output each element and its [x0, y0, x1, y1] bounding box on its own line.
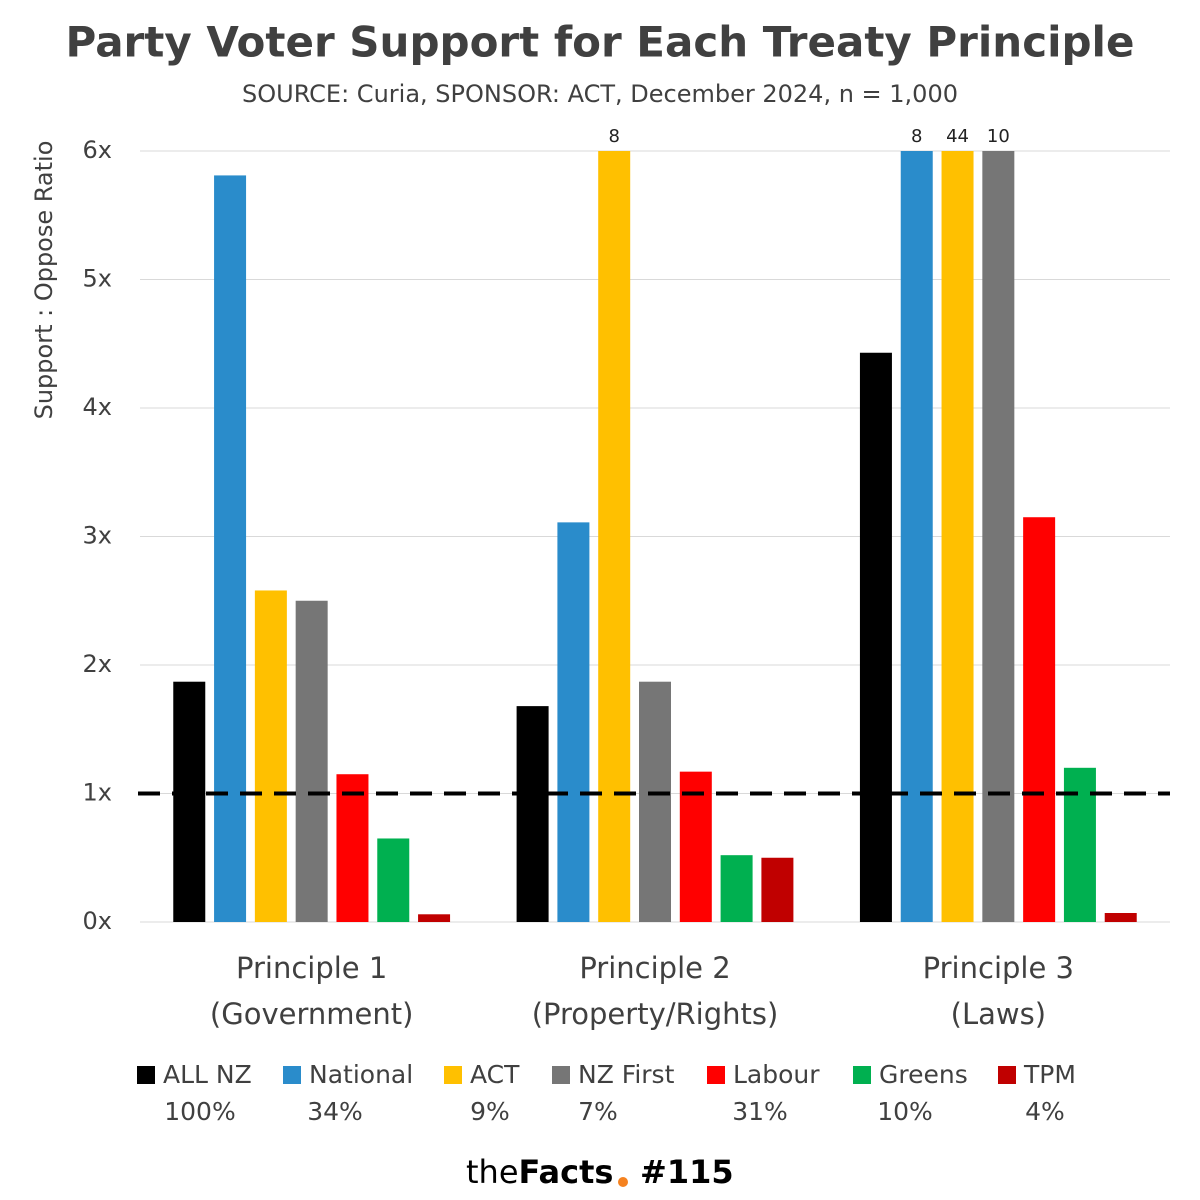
legend-label: TPM [1023, 1060, 1076, 1089]
x-tick-label: (Government) [210, 997, 413, 1031]
brand-dot [618, 1177, 628, 1187]
x-tick-label: Principle 1 [236, 951, 387, 985]
data-label: 8 [608, 126, 619, 147]
legend-label: NZ First [578, 1060, 675, 1089]
y-tick-label: 5x [83, 265, 112, 293]
y-tick-label: 2x [83, 650, 112, 678]
legend-label: Labour [733, 1060, 820, 1089]
bar [336, 774, 369, 922]
y-tick-label: 4x [83, 393, 112, 421]
bar [859, 352, 892, 922]
x-tick-label: (Laws) [951, 997, 1046, 1031]
x-tick-label: Principle 2 [579, 951, 730, 985]
x-tick-label: Principle 3 [923, 951, 1074, 985]
y-tick-label: 3x [83, 522, 112, 550]
y-axis-label: Support : Oppose Ratio [30, 141, 58, 420]
bar [639, 681, 671, 922]
bar [418, 914, 451, 922]
bar [761, 857, 794, 922]
bar [295, 600, 328, 922]
legend-share: 7% [578, 1097, 618, 1126]
brand-prefix: the [466, 1153, 519, 1191]
legend-share: 100% [164, 1097, 235, 1126]
legend-share: 9% [470, 1097, 510, 1126]
bar [1023, 517, 1056, 922]
legend-label: ACT [470, 1060, 520, 1089]
overlay: Principle 1 (Government) Principle 2 (Prope… [137, 126, 1170, 1126]
chart-subtitle: SOURCE: Curia, SPONSOR: ACT, December 20… [242, 80, 958, 108]
y-tick-label: 1x [83, 779, 112, 807]
data-label: 44 [946, 126, 969, 147]
x-tick-label: (Property/Rights) [532, 997, 779, 1031]
legend-swatch [444, 1066, 462, 1084]
bar [377, 838, 410, 922]
bar [516, 706, 549, 922]
legend-share: 4% [1025, 1097, 1065, 1126]
legend-label: Greens [879, 1060, 968, 1089]
bar [214, 175, 247, 923]
legend-swatch [283, 1066, 301, 1084]
footer-number: #115 [640, 1153, 734, 1191]
legend-swatch [707, 1066, 725, 1084]
chart-title: Party Voter Support for Each Treaty Prin… [66, 18, 1135, 67]
legend-share: 34% [307, 1097, 363, 1126]
legend-swatch [998, 1066, 1016, 1084]
legend-share: 10% [877, 1097, 933, 1126]
y-tick-label: 0x [83, 907, 112, 935]
legend-swatch [552, 1066, 570, 1084]
bar [1063, 767, 1096, 922]
bar [720, 855, 753, 922]
legend-swatch [137, 1066, 155, 1084]
data-label: 8 [911, 126, 922, 147]
bar [679, 771, 712, 922]
bar [557, 522, 590, 922]
bars [173, 151, 1137, 923]
legend-share: 31% [732, 1097, 788, 1126]
bar [254, 590, 287, 922]
legend-swatch [853, 1066, 871, 1084]
bar [1104, 913, 1137, 922]
legend-label: ALL NZ [163, 1060, 252, 1089]
data-label: 10 [987, 126, 1010, 147]
brand-name: Facts [519, 1153, 614, 1191]
y-tick-label: 6x [83, 136, 112, 164]
legend-label: National [309, 1060, 413, 1089]
footer-brand: theFacts [466, 1153, 613, 1191]
bar [173, 681, 206, 922]
